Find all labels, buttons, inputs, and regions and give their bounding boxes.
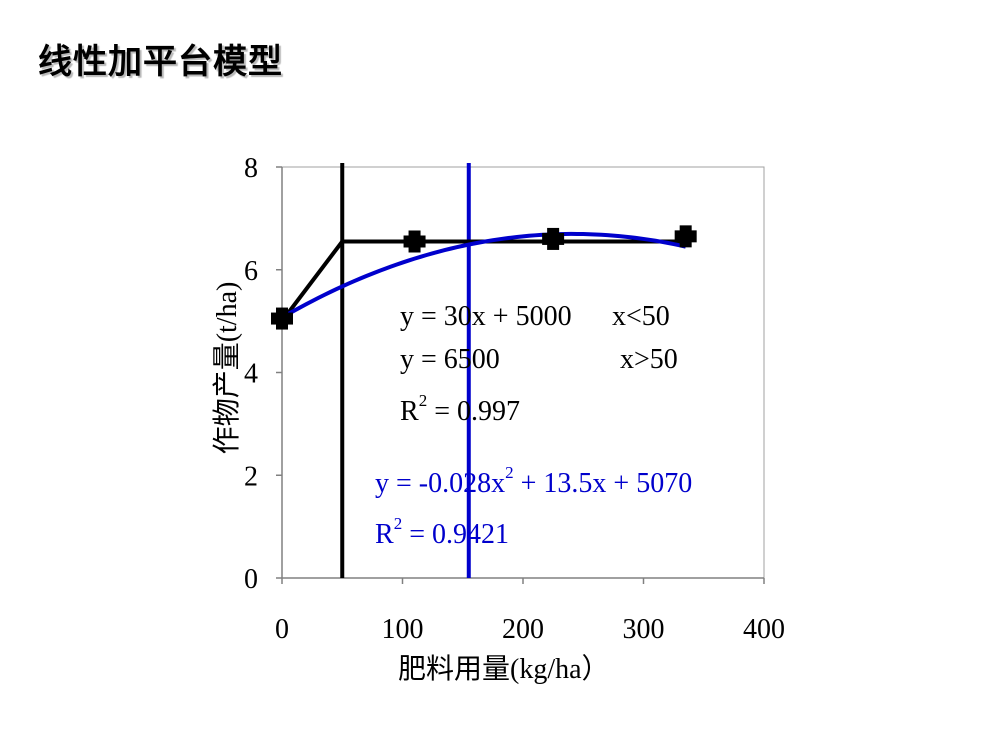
data-point-core xyxy=(545,230,562,247)
linear-condition-2: x>50 xyxy=(620,344,678,375)
linear-equations: y = 30x + 5000 x<50 y = 6500 x>50 R2 = 0… xyxy=(400,301,678,427)
data-markers xyxy=(271,225,697,330)
plot-area-frame xyxy=(281,166,765,579)
axes: 0 2 4 6 8 0 100 200 300 400 xyxy=(244,153,785,645)
quadratic-r-squared: R2 = 0.9421 xyxy=(375,514,509,550)
x-tick-label: 100 xyxy=(382,614,424,645)
linear-equation-2: y = 6500 xyxy=(400,344,500,375)
quadratic-fit-curve xyxy=(281,231,687,320)
page-title: 线性加平台模型 xyxy=(38,42,283,82)
linear-r-squared: R2 = 0.997 xyxy=(400,391,520,427)
linear-condition-1: x<50 xyxy=(612,301,670,332)
x-tick-label: 200 xyxy=(502,614,544,645)
linear-plateau-line xyxy=(280,239,686,323)
y-tick-label: 8 xyxy=(244,153,258,184)
data-point xyxy=(542,227,565,250)
data-point xyxy=(271,307,293,330)
x-tick-label: 300 xyxy=(623,614,665,645)
y-tick-label: 6 xyxy=(244,256,258,287)
fit-lines xyxy=(280,163,687,578)
data-point xyxy=(403,230,426,253)
quadratic-equation: y = -0.028x2 + 13.5x + 5070 xyxy=(375,463,692,499)
y-tick-label: 0 xyxy=(244,564,258,595)
y-tick-label: 4 xyxy=(244,359,258,390)
x-tick-label: 400 xyxy=(743,614,785,645)
data-point-core xyxy=(274,310,290,327)
data-point-core xyxy=(677,228,694,245)
quadratic-equations: y = -0.028x2 + 13.5x + 5070 R2 = 0.9421 xyxy=(375,463,692,550)
y-tick-label: 2 xyxy=(244,461,258,492)
data-point-core xyxy=(406,233,423,250)
data-point xyxy=(674,225,697,248)
x-axis-label: 肥料用量(kg/ha） xyxy=(398,653,610,685)
y-axis-label: 作物产量(t/ha) xyxy=(211,282,243,455)
linear-equation-1: y = 30x + 5000 xyxy=(400,301,572,332)
x-tick-label: 0 xyxy=(275,614,289,645)
